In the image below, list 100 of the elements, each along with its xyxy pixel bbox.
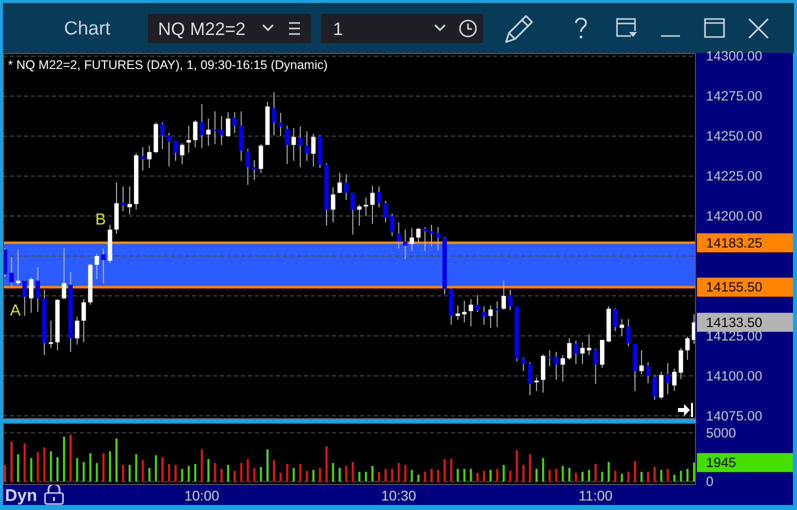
bar [43,447,46,482]
x-tick-label: 10:00 [184,488,220,504]
candlestick [475,294,480,312]
candlestick [488,305,493,328]
bar [483,470,486,482]
bar [174,464,177,482]
bar [536,468,538,482]
candlestick [284,125,290,165]
candlestick [508,289,512,311]
bar [463,468,466,482]
bar [227,464,230,482]
bar [220,468,223,482]
bar [246,459,249,482]
bar [398,463,400,482]
candlestick [101,248,106,284]
bar [516,450,518,482]
candlestick [127,186,132,215]
bar [594,464,597,482]
bar [424,472,426,482]
candlestick [246,148,250,186]
candlestick [180,142,184,165]
candlestick [626,318,631,347]
bar [601,472,604,482]
bar [608,462,610,482]
bar [528,454,531,482]
candlestick [48,320,54,348]
candlestick [646,362,650,384]
candlestick [502,280,506,310]
x-tick-label: 11:00 [578,488,613,504]
bar [24,444,26,482]
y-tick-label: 14125.00 [706,328,762,344]
candlestick [462,300,467,323]
candlestick [390,213,394,236]
bar [647,472,650,482]
text: 1 [333,19,344,39]
bar [240,463,242,482]
bar [581,472,584,482]
candlestick [304,130,310,162]
candlestick [186,125,191,154]
candlestick [672,368,677,392]
bar [76,458,78,482]
bar [292,468,295,482]
candlestick [292,128,296,162]
candlestick [311,133,316,167]
candlestick [586,334,592,356]
bar [496,468,498,482]
candlestick [29,277,34,314]
candlestick [685,336,690,360]
candlestick [528,362,532,396]
bar [63,436,66,482]
candlestick [540,354,546,394]
candlestick [678,347,684,380]
candlestick [232,112,237,134]
bar [200,449,203,482]
y-tick-label: 14250.00 [706,128,762,144]
candlestick [521,356,526,372]
bar [345,466,348,482]
candlestick [456,305,460,320]
bar [680,470,682,482]
bar [430,468,433,482]
bar [70,434,72,482]
bar [410,470,413,482]
bar [299,464,302,482]
text: Chart [64,18,112,40]
bar [161,457,164,482]
bar [82,462,85,482]
candlestick [659,371,664,400]
bar [108,451,111,482]
candlestick [593,348,598,384]
bar [358,472,360,482]
ref-line-label: 14183.25 [706,235,762,250]
y-tick-label: 14275.00 [706,88,762,104]
bar [207,459,210,482]
bar [266,449,268,482]
bar [660,470,662,482]
bar [470,468,472,482]
y-tick-label: 0 [706,474,714,490]
bar [384,468,387,482]
bar [450,459,452,482]
y-tick-label: 14075.00 [706,408,762,424]
bar [234,470,236,482]
candlestick [350,192,355,235]
bar [686,468,688,482]
candlestick [140,146,145,171]
bar [555,468,558,482]
candlestick [639,350,644,375]
bar [306,470,308,482]
bar [148,468,150,482]
annotation: B [95,211,106,228]
bar [214,463,216,482]
bar [542,458,544,482]
annotation: 14133.50 [706,314,762,330]
bar [404,464,406,482]
ref-line-label: 14155.50 [706,280,762,295]
bar [102,453,104,482]
candlestick [82,298,86,343]
bar [188,466,190,482]
bar [614,470,616,482]
bar [391,468,394,482]
bar [318,468,321,482]
